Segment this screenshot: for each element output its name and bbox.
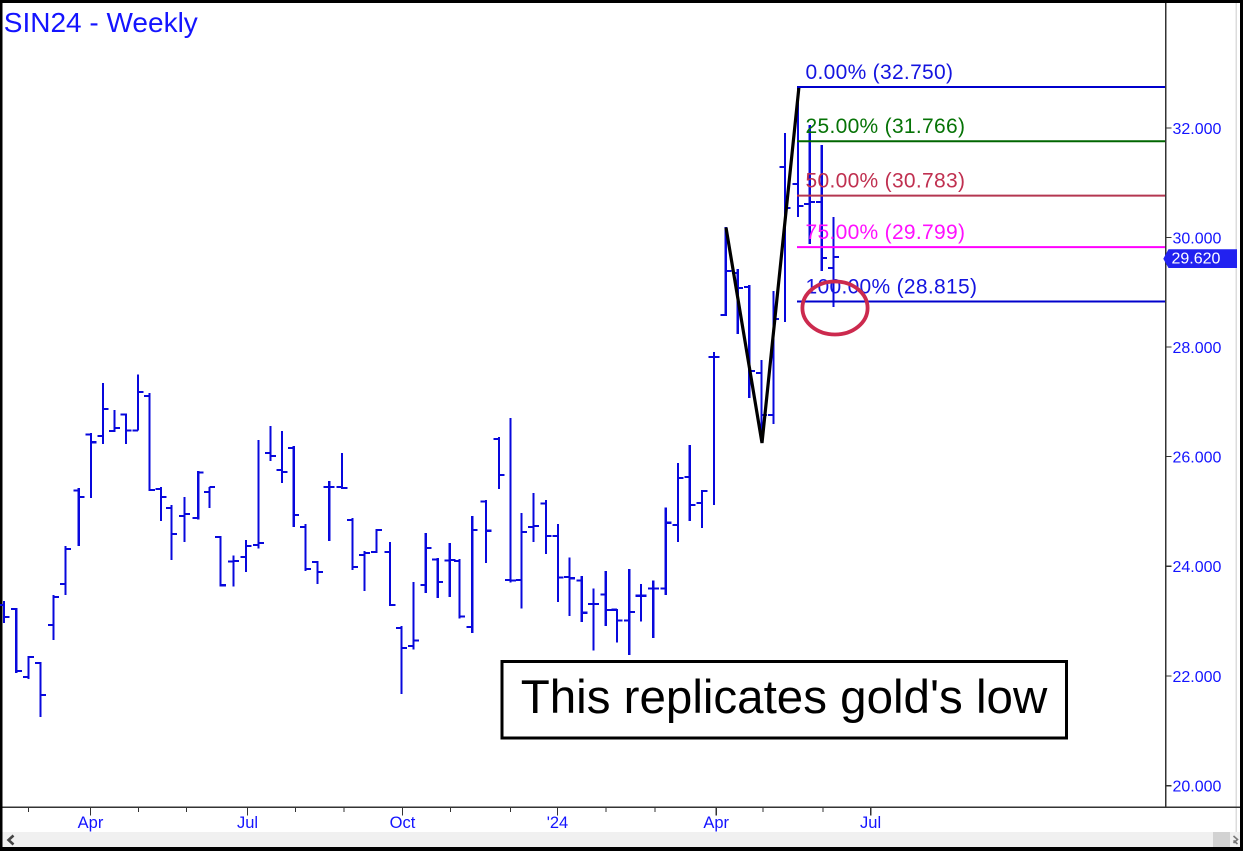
- svg-text:32.000: 32.000: [1173, 121, 1222, 138]
- svg-text:Apr: Apr: [703, 814, 729, 832]
- svg-text:26.000: 26.000: [1173, 449, 1222, 466]
- svg-text:30.000: 30.000: [1173, 230, 1222, 247]
- svg-text:24.000: 24.000: [1173, 559, 1222, 576]
- svg-text:SIN24 - Weekly: SIN24 - Weekly: [4, 7, 198, 38]
- svg-text:50.00% (30.783): 50.00% (30.783): [806, 170, 966, 193]
- svg-text:'24: '24: [547, 814, 569, 832]
- svg-text:20.000: 20.000: [1173, 778, 1222, 795]
- svg-text:0.00% (32.750): 0.00% (32.750): [806, 61, 954, 84]
- svg-text:This replicates gold's low: This replicates gold's low: [521, 671, 1048, 724]
- svg-text:75.00% (29.799): 75.00% (29.799): [806, 221, 966, 244]
- svg-text:Jul: Jul: [237, 814, 258, 832]
- svg-text:Apr: Apr: [78, 814, 104, 832]
- svg-text:22.000: 22.000: [1173, 669, 1222, 686]
- svg-text:25.00% (31.766): 25.00% (31.766): [806, 115, 966, 138]
- svg-text:Oct: Oct: [390, 814, 416, 832]
- svg-text:29.620: 29.620: [1172, 250, 1221, 267]
- svg-text:Jul: Jul: [860, 814, 881, 832]
- svg-text:28.000: 28.000: [1173, 340, 1222, 357]
- svg-text:100.00% (28.815): 100.00% (28.815): [806, 276, 978, 299]
